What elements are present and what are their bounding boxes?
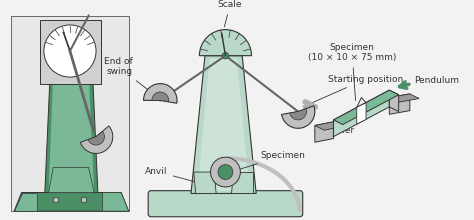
- Circle shape: [218, 165, 233, 180]
- Polygon shape: [14, 192, 37, 211]
- Text: Specimen
(10 × 10 × 75 mm): Specimen (10 × 10 × 75 mm): [308, 43, 396, 101]
- Polygon shape: [198, 59, 250, 191]
- Polygon shape: [389, 94, 419, 102]
- Wedge shape: [88, 131, 104, 145]
- Polygon shape: [191, 56, 256, 193]
- FancyBboxPatch shape: [148, 191, 303, 217]
- Text: Starting position: Starting position: [305, 75, 403, 106]
- Polygon shape: [45, 46, 98, 192]
- Polygon shape: [315, 122, 333, 142]
- Polygon shape: [315, 122, 343, 130]
- Text: End of
swing: End of swing: [104, 57, 154, 94]
- Text: Anvil: Anvil: [145, 167, 198, 183]
- Wedge shape: [290, 109, 307, 120]
- Wedge shape: [152, 92, 169, 102]
- Text: Scale: Scale: [218, 0, 242, 27]
- FancyBboxPatch shape: [11, 16, 128, 211]
- Polygon shape: [333, 90, 389, 137]
- Circle shape: [53, 197, 59, 203]
- Circle shape: [81, 197, 87, 203]
- Polygon shape: [102, 192, 128, 211]
- Polygon shape: [14, 192, 128, 211]
- Wedge shape: [282, 106, 315, 128]
- Wedge shape: [80, 126, 113, 153]
- Text: Pendulum: Pendulum: [414, 76, 459, 85]
- Wedge shape: [200, 30, 252, 56]
- Polygon shape: [389, 90, 399, 112]
- Polygon shape: [194, 172, 216, 193]
- Polygon shape: [333, 90, 399, 125]
- Polygon shape: [48, 167, 94, 192]
- Polygon shape: [357, 103, 366, 124]
- Circle shape: [222, 52, 229, 59]
- FancyBboxPatch shape: [40, 20, 100, 84]
- Wedge shape: [144, 84, 177, 103]
- Circle shape: [44, 25, 96, 77]
- Polygon shape: [231, 172, 254, 193]
- Circle shape: [210, 157, 240, 187]
- Polygon shape: [389, 94, 410, 114]
- Polygon shape: [48, 49, 94, 192]
- Text: Hammer: Hammer: [315, 125, 354, 134]
- Text: Specimen: Specimen: [239, 151, 306, 169]
